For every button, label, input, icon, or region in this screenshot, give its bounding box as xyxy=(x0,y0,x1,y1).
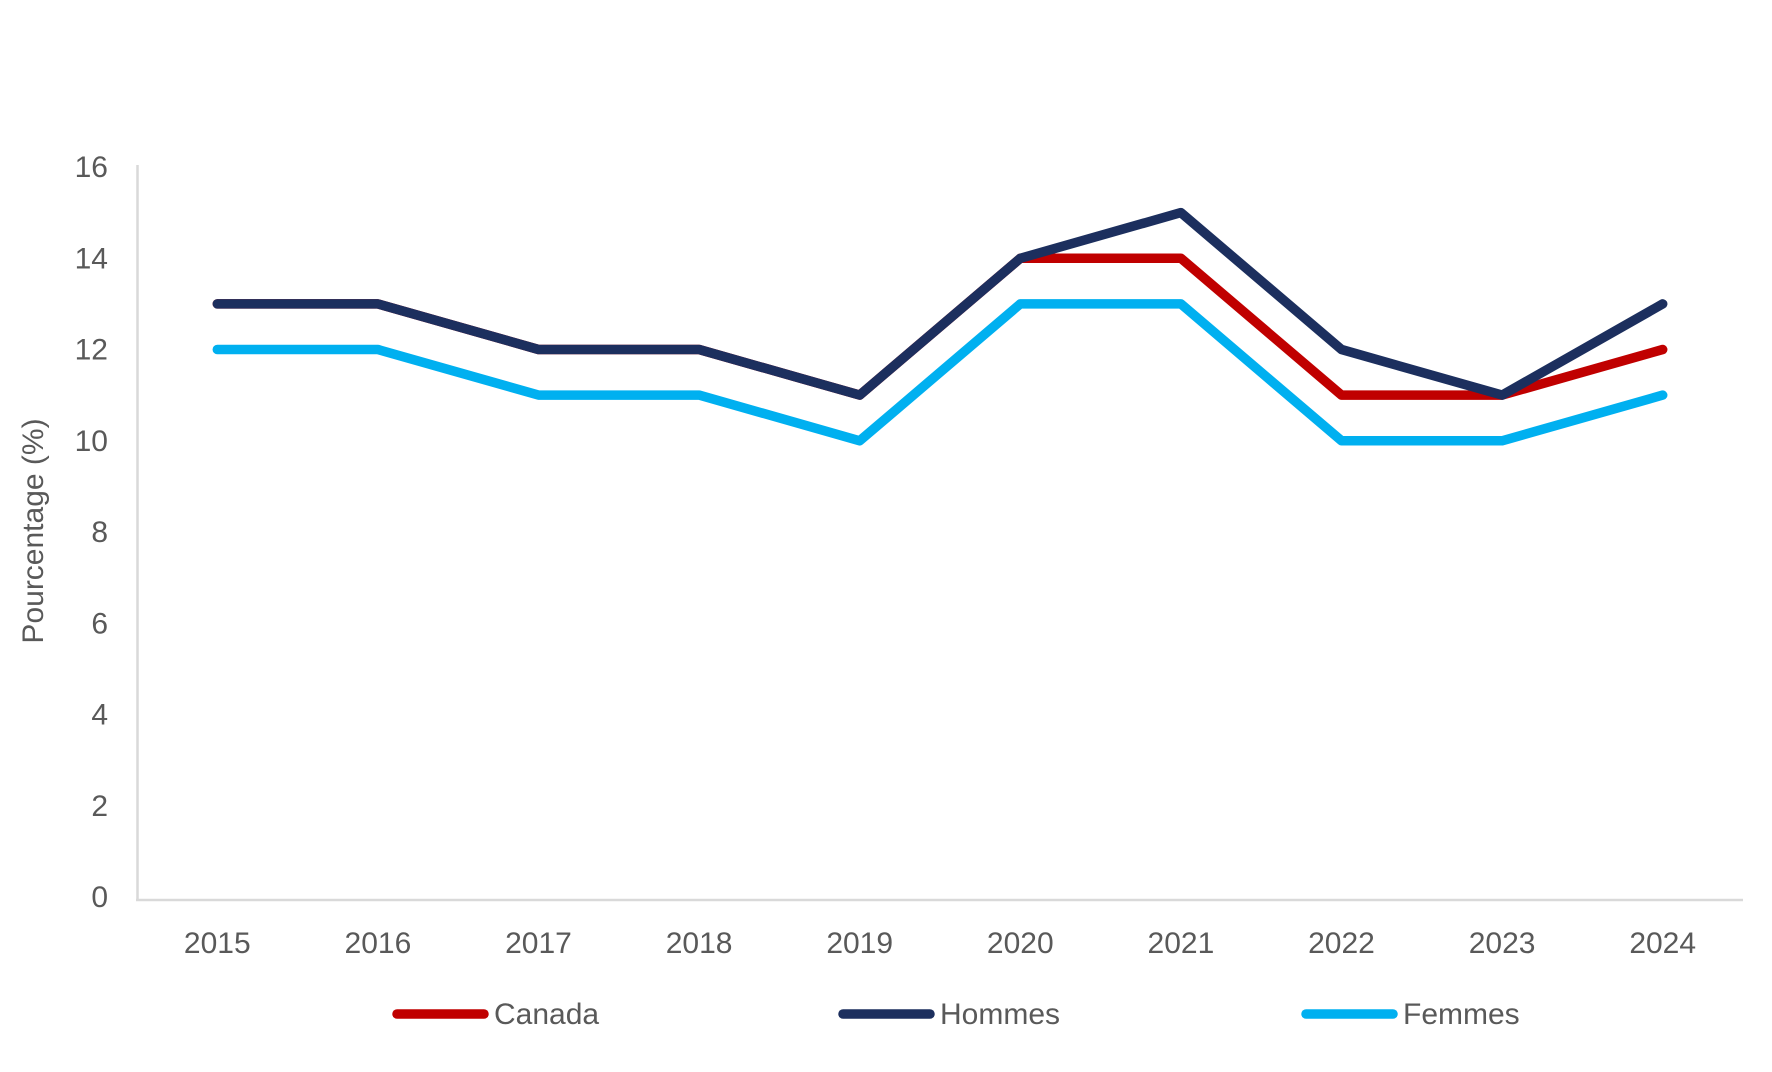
y-axis-title: Pourcentage (%) xyxy=(17,418,50,643)
x-tick-label: 2015 xyxy=(184,927,251,960)
legend-label-canada: Canada xyxy=(494,998,599,1031)
axes xyxy=(136,165,1743,902)
x-tick-label: 2020 xyxy=(987,927,1054,960)
y-tick-label: 2 xyxy=(91,790,108,823)
legend: Canada Hommes Femmes xyxy=(392,998,1520,1031)
x-tick-label: 2017 xyxy=(505,927,572,960)
y-tick-label: 10 xyxy=(75,425,108,458)
y-tick-label: 4 xyxy=(91,699,108,732)
x-tick-label: 2023 xyxy=(1469,927,1536,960)
series-line-hommes xyxy=(212,207,1668,400)
y-tick-label: 14 xyxy=(75,242,108,275)
x-tick-label: 2018 xyxy=(666,927,733,960)
series-lines xyxy=(212,207,1668,446)
x-tick-label: 2022 xyxy=(1308,927,1375,960)
y-tick-label: 12 xyxy=(75,334,108,367)
x-tick-label: 2019 xyxy=(826,927,893,960)
x-axis-tick-labels: 2015 2016 2017 2018 2019 2020 2021 2022 2023 2024 xyxy=(184,927,1696,960)
y-tick-label: 6 xyxy=(91,607,108,640)
y-axis-tick-labels: 0 2 4 6 8 10 12 14 16 xyxy=(75,151,108,914)
y-tick-label: 8 xyxy=(91,516,108,549)
x-tick-label: 2024 xyxy=(1629,927,1696,960)
legend-label-hommes: Hommes xyxy=(940,998,1060,1031)
legend-label-femmes: Femmes xyxy=(1403,998,1520,1031)
y-tick-label: 0 xyxy=(91,881,108,914)
x-tick-label: 2016 xyxy=(345,927,412,960)
x-tick-label: 2021 xyxy=(1148,927,1215,960)
series-line-femmes xyxy=(212,299,1668,446)
y-tick-label: 16 xyxy=(75,151,108,184)
